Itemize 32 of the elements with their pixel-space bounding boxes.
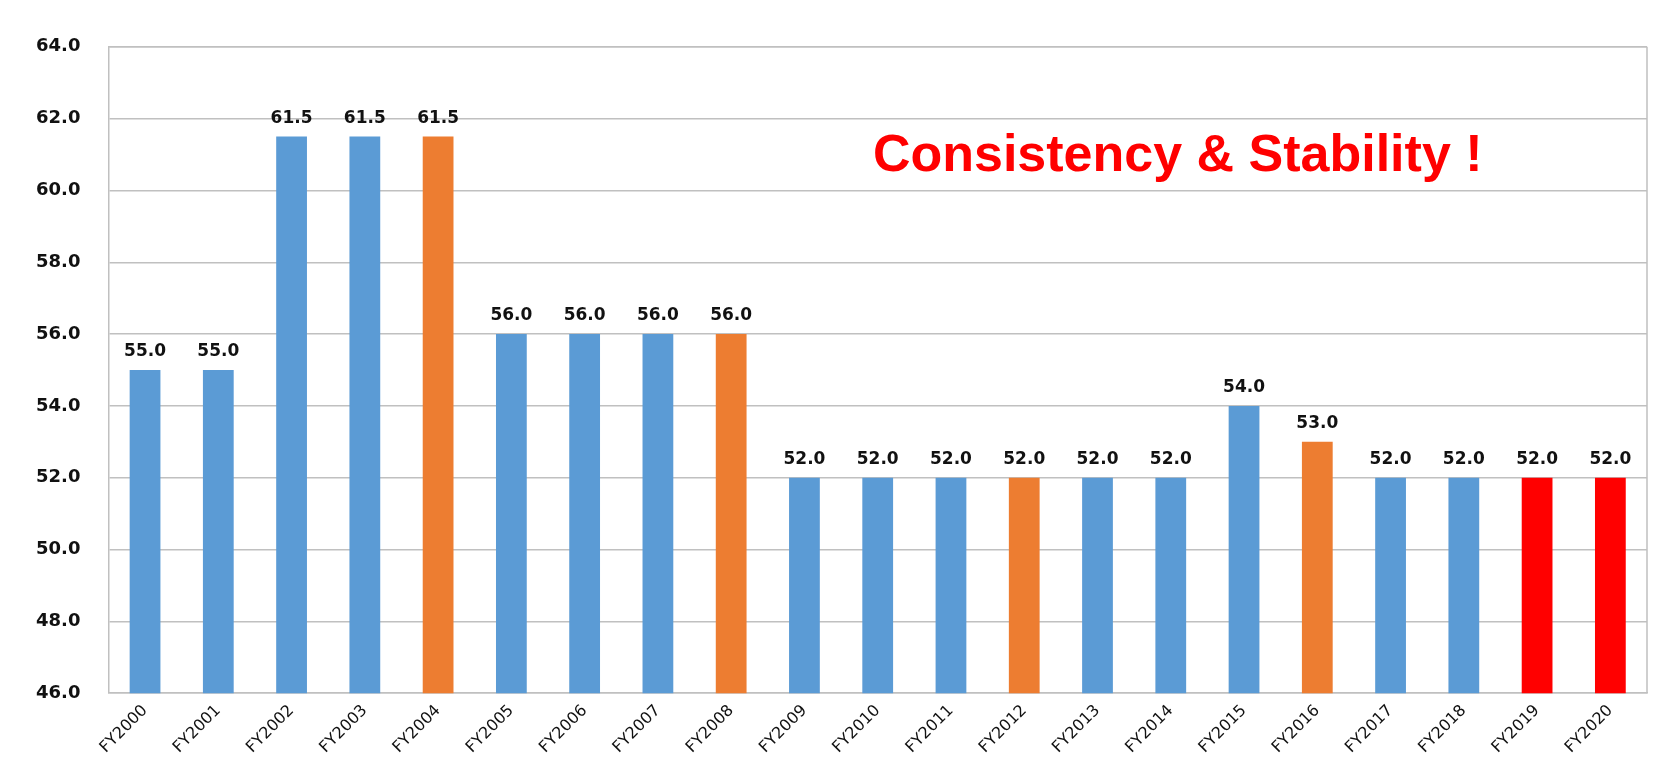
annotation: Consistency & Stability ! [872,124,1483,183]
data-label: 54.0 [1223,375,1266,396]
data-label: 52.0 [1149,447,1192,468]
data-label: 56.0 [563,304,606,325]
data-label: 52.0 [1589,447,1632,468]
data-label: 52.0 [1003,447,1046,468]
data-label: 53.0 [1296,411,1339,432]
data-label: 56.0 [636,304,680,325]
y-tick-label: 62.0 [35,106,81,128]
y-tick-label: 46.0 [35,680,81,702]
data-label: 52.0 [783,447,826,468]
data-label: 56.0 [490,304,533,325]
y-tick-label: 56.0 [35,321,81,343]
data-label: 55.0 [197,339,240,360]
data-label: 52.0 [930,447,973,468]
data-label: 56.0 [710,304,753,325]
data-label: 52.0 [1369,447,1412,468]
data-label: 61.5 [270,106,313,127]
data-label: 52.0 [1076,447,1119,468]
y-tick-label: 60.0 [35,178,81,200]
data-label: 52.0 [1442,447,1485,468]
y-tick-label: 64.0 [35,34,81,56]
data-label: 52.0 [856,447,899,468]
y-tick-label: 50.0 [35,537,81,559]
data-label: 52.0 [1516,447,1559,468]
y-tick-label: 52.0 [35,465,81,487]
data-label: 55.0 [124,339,167,360]
y-tick-label: 54.0 [35,393,81,415]
y-tick-label: 58.0 [35,249,81,271]
data-label: 61.5 [343,106,386,127]
y-tick-label: 48.0 [35,609,81,631]
data-label: 61.5 [417,106,460,127]
